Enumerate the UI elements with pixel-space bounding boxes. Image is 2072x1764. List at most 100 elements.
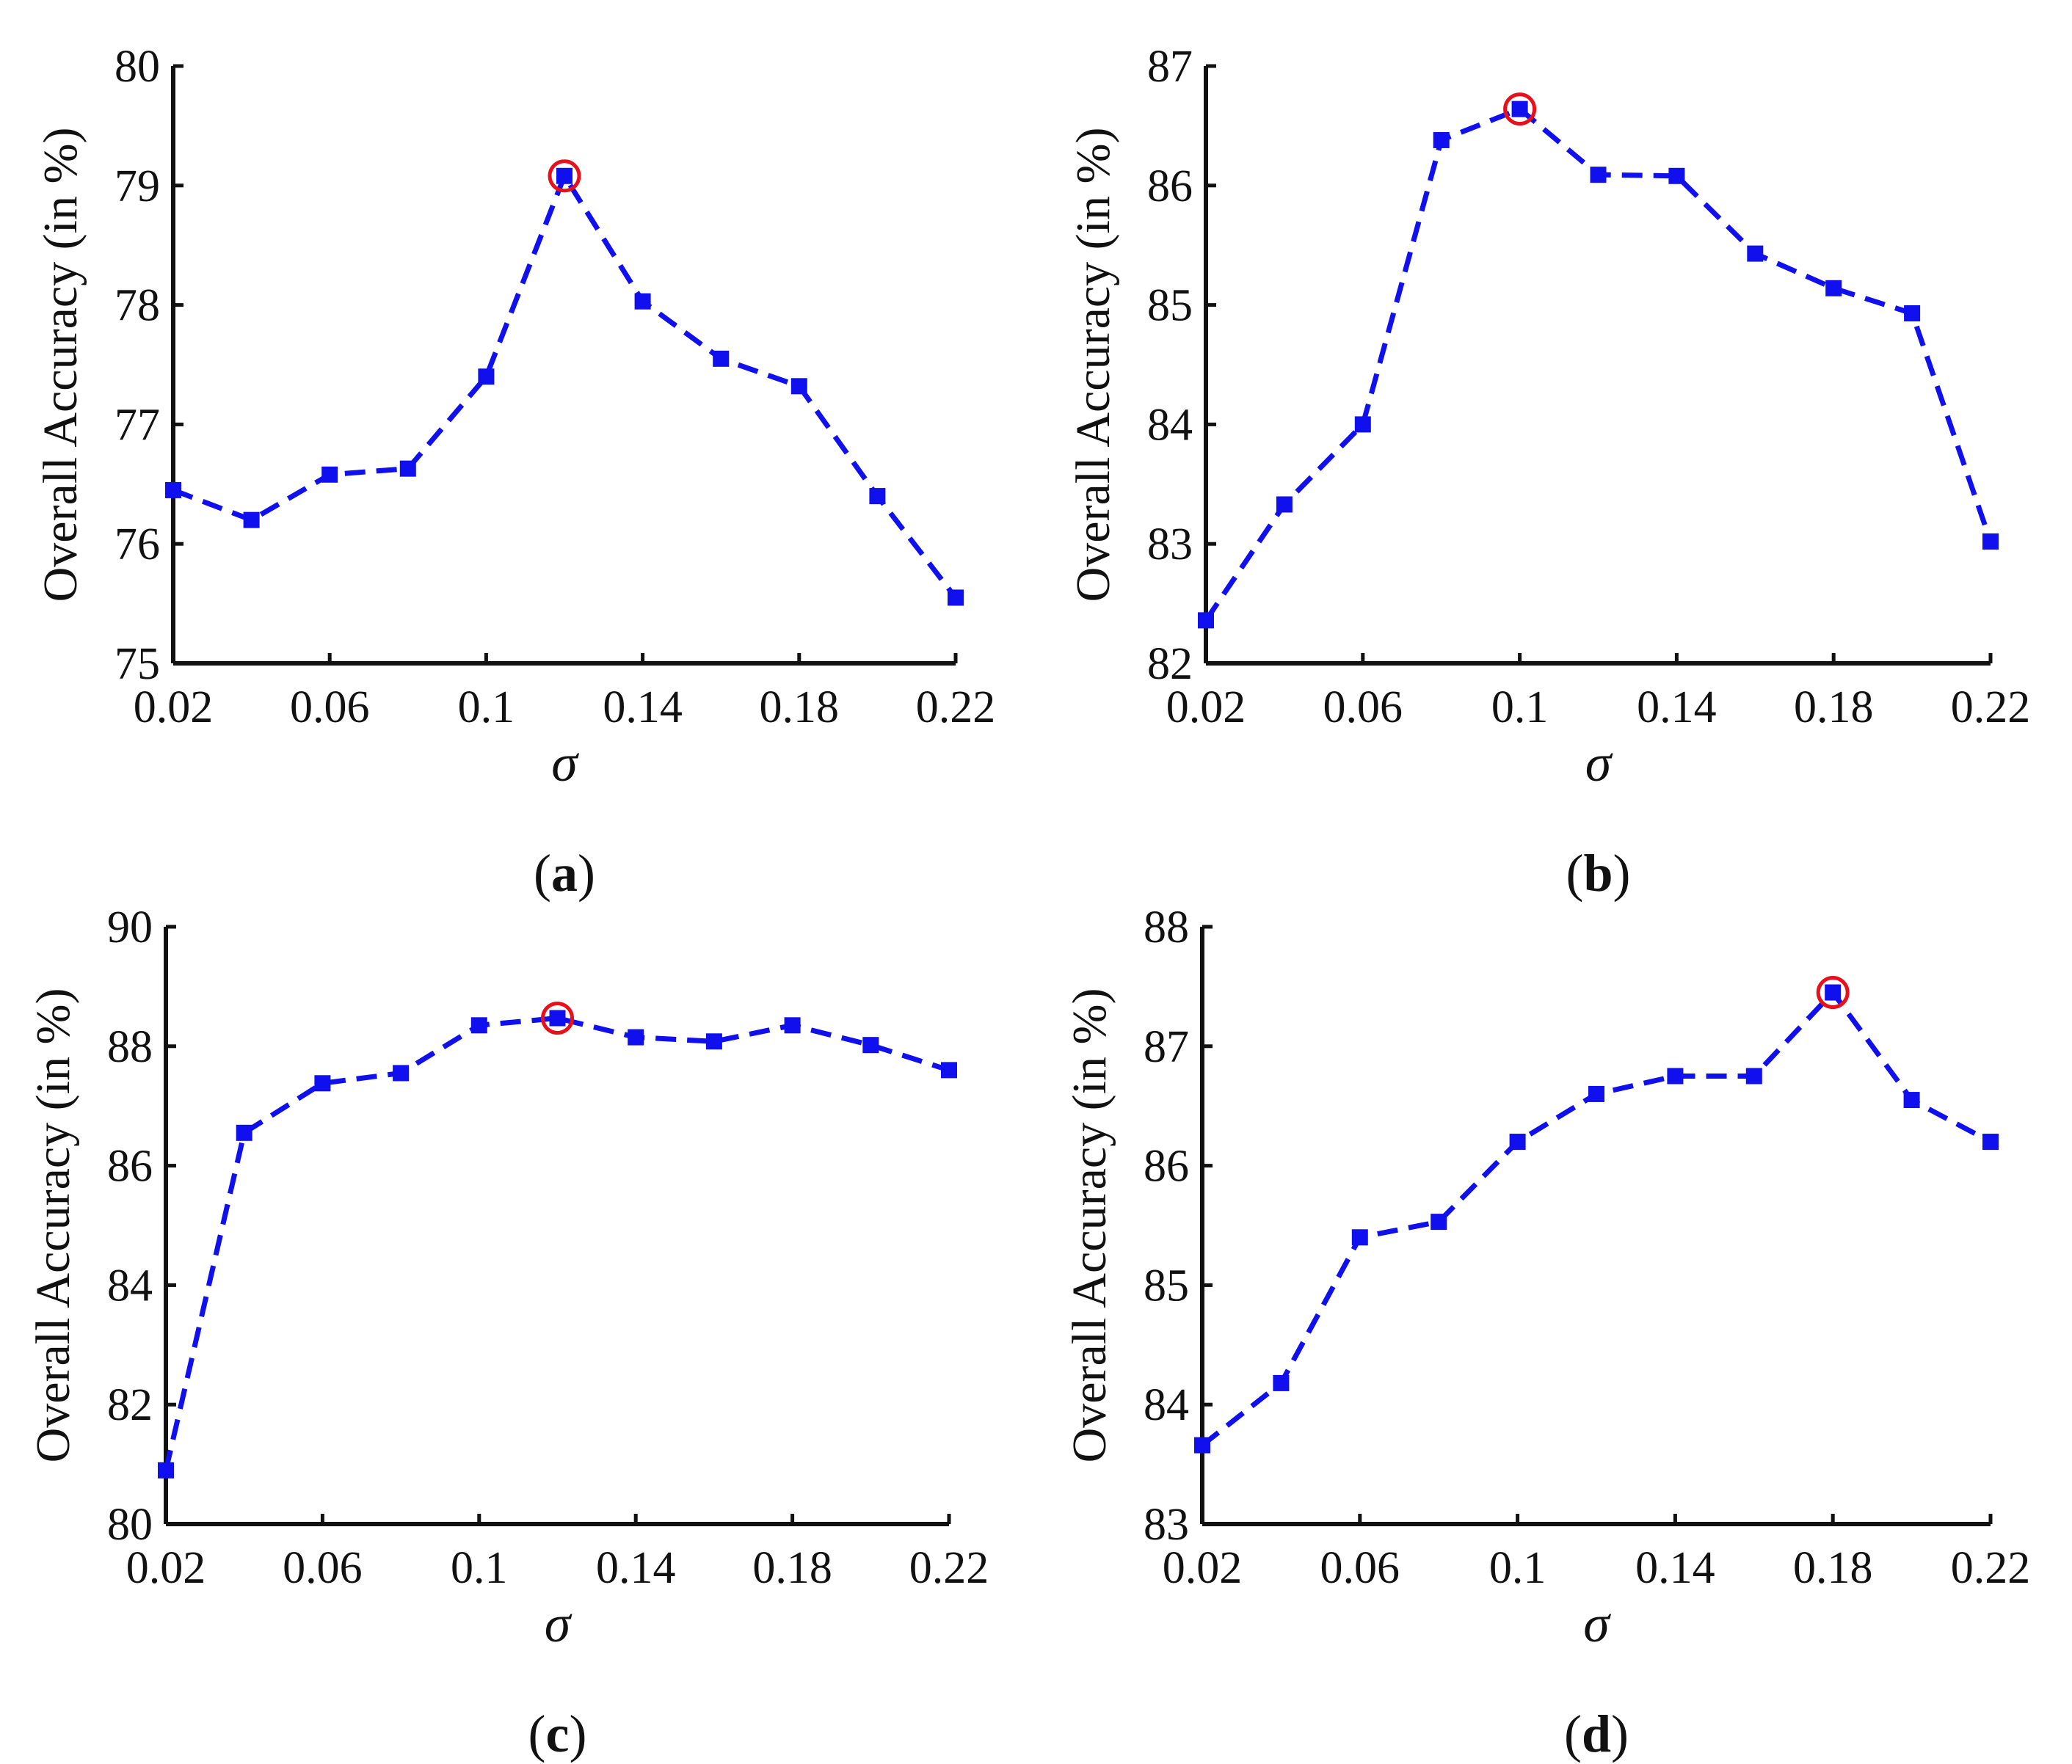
y-tick-label: 87 — [1147, 42, 1193, 92]
data-point — [1351, 1229, 1368, 1246]
data-point — [1982, 1134, 1999, 1151]
data-point — [470, 1017, 487, 1034]
chart-panel-c: 80 82 84 86 88 90 0.02 0.06 0.1 0.14 0.18 0.22 Overa… — [26, 903, 989, 1763]
best-point-marker — [541, 1002, 574, 1035]
y-tick-label: 80 — [107, 1500, 153, 1550]
data-point — [478, 368, 495, 385]
x-tick-label: 0.22 — [1951, 682, 2031, 732]
x-axis-title: σ — [545, 1594, 572, 1653]
data-point — [1747, 245, 1764, 262]
best-point-marker — [548, 159, 581, 193]
x-tick-label: 0.06 — [290, 682, 370, 732]
data-point — [1668, 167, 1685, 184]
y-tick-label: 86 — [1144, 1142, 1189, 1192]
x-tick-label: 0.06 — [1323, 682, 1403, 732]
y-tick-label: 83 — [1144, 1500, 1189, 1550]
series-line — [163, 1015, 950, 1471]
x-tick-label: 0.02 — [1166, 682, 1246, 732]
caption-open: ( — [1564, 1705, 1582, 1763]
data-point — [1904, 305, 1921, 321]
x-tick-label: 0.06 — [1320, 1543, 1400, 1593]
data-point — [634, 293, 651, 310]
x-tick-label: 0.06 — [283, 1543, 363, 1593]
data-point — [1667, 1068, 1684, 1085]
y-tick-label: 84 — [1147, 400, 1193, 450]
x-axis-title: σ — [551, 734, 579, 792]
y-tick-label: 87 — [1144, 1022, 1189, 1072]
data-point — [628, 1029, 644, 1046]
x-tick-label: 0.22 — [916, 682, 996, 732]
x-tick-label: 0.02 — [134, 682, 214, 732]
data-point — [158, 1462, 174, 1479]
data-point — [705, 1033, 722, 1050]
y-tick-label: 85 — [1147, 281, 1193, 331]
chart-panel-b: 82 83 84 85 86 87 0.02 0.06 0.1 0.14 0.18 0.22 Overa… — [1066, 42, 2030, 903]
data-point — [1511, 101, 1528, 117]
caption-open: ( — [534, 844, 551, 903]
x-tick-label: 0.18 — [752, 1543, 832, 1593]
panel-caption: (d) — [1564, 1705, 1629, 1763]
x-tick-label: 0.14 — [1635, 1543, 1715, 1593]
y-tick-label: 76 — [114, 520, 160, 569]
data-point — [165, 481, 181, 498]
data-point — [941, 1062, 957, 1079]
x-tick-label: 0.14 — [596, 1543, 676, 1593]
y-tick-label: 77 — [114, 400, 160, 450]
data-point — [1276, 496, 1293, 513]
y-tick-label: 82 — [107, 1380, 153, 1430]
data-point — [1198, 612, 1214, 629]
caption-close: ) — [1613, 844, 1631, 903]
data-point — [862, 1037, 879, 1054]
series-line — [1204, 106, 1993, 622]
y-tick-label: 84 — [107, 1261, 153, 1311]
panel-caption: (c) — [528, 1705, 587, 1763]
y-tick-label: 88 — [1144, 903, 1189, 952]
data-point — [1509, 1134, 1526, 1151]
x-tick-label: 0.18 — [1793, 1543, 1873, 1593]
x-tick-label: 0.18 — [760, 682, 840, 732]
caption-open: ( — [1566, 844, 1583, 903]
data-point — [236, 1124, 252, 1141]
x-axis-title: σ — [1583, 1594, 1611, 1653]
data-point — [790, 378, 807, 395]
data-point — [556, 167, 572, 184]
data-point — [1903, 1092, 1920, 1109]
x-tick-label: 0.22 — [909, 1543, 989, 1593]
x-tick-label: 0.1 — [1491, 682, 1549, 732]
y-tick-label: 80 — [114, 42, 160, 92]
x-tick-label: 0.1 — [458, 682, 515, 732]
x-tick-label: 0.02 — [1163, 1543, 1243, 1593]
caption-close: ) — [578, 844, 595, 903]
data-point — [1273, 1374, 1290, 1391]
data-point — [314, 1075, 331, 1092]
y-tick-label: 78 — [114, 281, 160, 331]
y-tick-label: 85 — [1144, 1261, 1189, 1311]
data-point — [549, 1010, 566, 1027]
caption-letter: a — [551, 844, 578, 903]
data-point — [1745, 1068, 1762, 1085]
y-tick-label: 86 — [1147, 161, 1193, 211]
y-tick-label: 88 — [107, 1022, 153, 1072]
data-point — [1982, 533, 1999, 550]
chart-panel-d: 83 84 85 86 87 88 0.02 0.06 0.1 0.14 0.18 0.22 Overa… — [1063, 903, 2030, 1763]
data-point — [869, 488, 886, 505]
data-point — [1825, 984, 1842, 1001]
caption-open: ( — [528, 1705, 546, 1763]
best-point-marker — [1816, 976, 1850, 1010]
y-axis-title: Overall Accuracy (in %) — [34, 128, 87, 602]
data-point — [713, 350, 730, 367]
x-tick-label: 0.18 — [1794, 682, 1874, 732]
caption-close: ) — [569, 1705, 586, 1763]
x-tick-label: 0.14 — [1637, 682, 1717, 732]
y-axis-title: Overall Accuracy (in %) — [1063, 988, 1116, 1463]
data-point — [393, 1065, 410, 1082]
data-point — [1590, 167, 1607, 183]
data-point — [1825, 280, 1842, 296]
y-tick-label: 84 — [1144, 1380, 1189, 1430]
y-tick-label: 82 — [1147, 639, 1193, 689]
y-axis-title: Overall Accuracy (in %) — [26, 988, 80, 1463]
data-point — [321, 466, 338, 483]
data-point — [784, 1017, 801, 1034]
data-point — [1194, 1437, 1210, 1454]
